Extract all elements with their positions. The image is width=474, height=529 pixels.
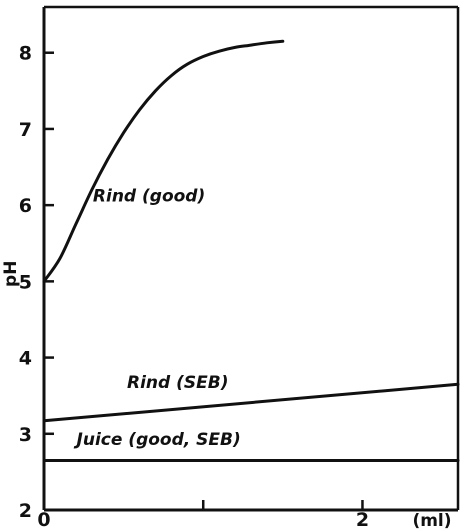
y-tick-label: 5 [19, 271, 32, 293]
y-tick-label: 7 [19, 119, 32, 141]
series-label-1: Rind (SEB) [127, 373, 228, 393]
x-tick-label: 2 [356, 509, 369, 529]
series-layer [42, 39, 460, 462]
x-tick-label: 0 [37, 509, 50, 529]
series-line-1 [42, 382, 460, 423]
plot-frame [42, 5, 460, 512]
y-tick-label: 3 [19, 424, 32, 446]
y-tick-label: 4 [19, 348, 32, 370]
series-line-0 [42, 39, 285, 283]
y-tick-label: 6 [19, 195, 32, 217]
series-label-2: Juice (good, SEB) [74, 430, 241, 450]
y-axis-ticks: 2 3 4 5 6 7 8 [19, 43, 54, 522]
y-tick-label: 8 [19, 43, 32, 65]
y-axis-title: pH [1, 261, 21, 287]
series-label-0: Rind (good) [93, 186, 205, 206]
annotation-layer: Rind (good) Rind (SEB) Juice (good, SEB) [74, 186, 241, 450]
x-axis-unit: (ml) [412, 511, 451, 529]
y-tick-label: 2 [19, 500, 32, 522]
